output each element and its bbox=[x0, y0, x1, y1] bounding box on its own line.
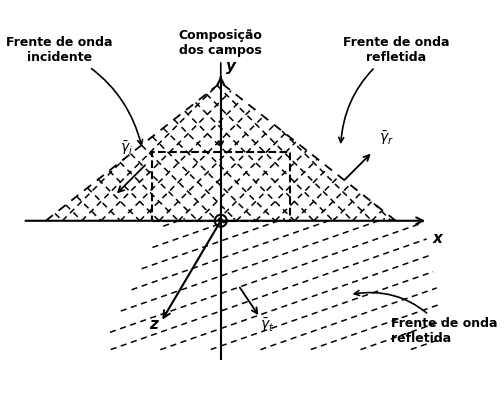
Text: $\bar{\gamma}_r$: $\bar{\gamma}_r$ bbox=[379, 130, 394, 147]
Text: Frente de onda
refletida: Frente de onda refletida bbox=[339, 36, 449, 143]
Text: $\bar{\gamma}_t$: $\bar{\gamma}_t$ bbox=[260, 316, 274, 334]
Bar bbox=[152, 152, 290, 221]
Text: x: x bbox=[432, 231, 443, 246]
Text: $\bar{\gamma}_i$: $\bar{\gamma}_i$ bbox=[120, 139, 133, 157]
Circle shape bbox=[219, 219, 223, 222]
Text: Composição
dos campos: Composição dos campos bbox=[179, 29, 263, 146]
Text: Frente de onda
incidente: Frente de onda incidente bbox=[7, 36, 143, 145]
Text: Frente de onda
refletida: Frente de onda refletida bbox=[354, 290, 497, 346]
Text: z: z bbox=[150, 317, 158, 332]
Text: y: y bbox=[226, 59, 236, 74]
